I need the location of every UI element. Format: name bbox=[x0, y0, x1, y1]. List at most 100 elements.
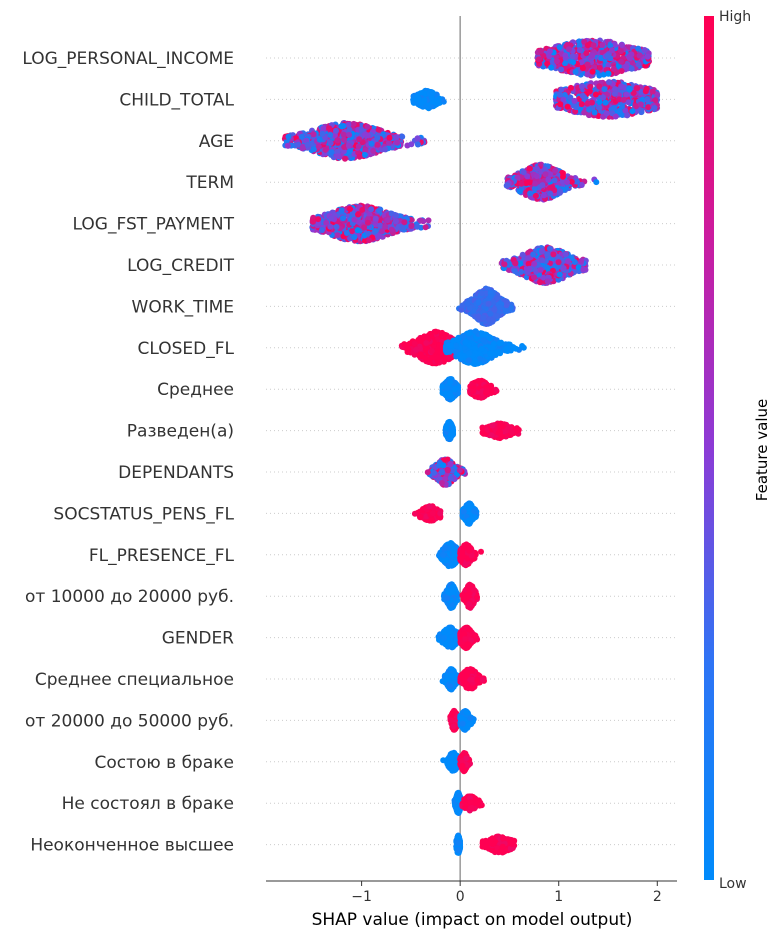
shap-point bbox=[343, 230, 350, 236]
shap-point bbox=[538, 48, 544, 55]
shap-point bbox=[578, 101, 585, 108]
shap-point bbox=[617, 48, 624, 55]
shap-point bbox=[569, 53, 576, 60]
shap-point bbox=[379, 228, 386, 235]
shap-point bbox=[644, 97, 651, 103]
shap-point bbox=[578, 258, 585, 264]
shap-point bbox=[479, 290, 485, 297]
shap-point bbox=[544, 251, 551, 258]
shap-point bbox=[562, 52, 569, 59]
shap-point bbox=[579, 65, 586, 72]
shap-point bbox=[368, 140, 375, 147]
shap-point bbox=[542, 171, 549, 178]
shap-point bbox=[356, 153, 363, 160]
shap-point bbox=[519, 251, 526, 258]
shap-point bbox=[346, 131, 353, 138]
shap-point bbox=[589, 68, 596, 75]
shap-point bbox=[422, 224, 429, 231]
shap-point bbox=[651, 105, 658, 111]
shap-point bbox=[310, 218, 316, 225]
shap-point bbox=[408, 141, 415, 148]
shap-point bbox=[351, 216, 358, 223]
shap-point bbox=[558, 86, 565, 93]
shap-point bbox=[374, 141, 381, 148]
shap-point bbox=[392, 218, 399, 225]
shap-point bbox=[564, 103, 571, 110]
shap-point bbox=[596, 104, 603, 111]
shap-point bbox=[338, 207, 345, 214]
shap-point bbox=[358, 126, 365, 133]
shap-point bbox=[475, 313, 482, 320]
shap-point bbox=[605, 62, 612, 69]
shap-point bbox=[386, 134, 393, 141]
shap-point bbox=[361, 151, 368, 158]
shap-point bbox=[564, 179, 570, 186]
shap-point bbox=[328, 215, 335, 222]
shap-point bbox=[340, 131, 347, 138]
shap-point bbox=[596, 72, 603, 79]
shap-point bbox=[644, 53, 651, 60]
shap-point bbox=[546, 48, 553, 55]
shap-point bbox=[620, 96, 627, 103]
shap-point bbox=[586, 88, 593, 95]
shap-point bbox=[584, 100, 591, 107]
shap-point bbox=[576, 42, 583, 49]
shap-point bbox=[327, 223, 334, 230]
shap-point bbox=[364, 219, 371, 226]
shap-point bbox=[285, 133, 292, 140]
shap-point bbox=[381, 146, 388, 153]
shap-point bbox=[491, 306, 498, 313]
shap-point bbox=[520, 169, 527, 176]
shap-point bbox=[579, 83, 585, 90]
shap-point bbox=[364, 132, 371, 139]
shap-point bbox=[494, 313, 501, 319]
shap-point bbox=[394, 139, 401, 146]
shap-point bbox=[616, 107, 623, 114]
shap-point bbox=[345, 142, 352, 149]
shap-point bbox=[393, 134, 400, 140]
shap-point bbox=[315, 143, 322, 150]
shap-point bbox=[304, 141, 311, 148]
shap-point bbox=[562, 251, 569, 258]
shap-point bbox=[516, 188, 523, 195]
shap-point bbox=[333, 223, 340, 230]
shap-point bbox=[555, 259, 562, 266]
shap-point bbox=[579, 92, 586, 99]
shap-point bbox=[592, 91, 599, 98]
shap-point bbox=[602, 99, 609, 106]
shap-point bbox=[590, 42, 597, 49]
shap-point bbox=[604, 53, 611, 59]
shap-point bbox=[372, 215, 379, 222]
shap-point bbox=[596, 64, 603, 71]
shap-point bbox=[351, 234, 358, 241]
shap-point bbox=[557, 101, 564, 108]
shap-point bbox=[606, 79, 612, 86]
shap-point bbox=[376, 207, 383, 214]
shap-point bbox=[626, 86, 633, 93]
shap-point bbox=[425, 217, 432, 224]
shap-point bbox=[612, 86, 618, 92]
shap-point bbox=[539, 182, 546, 189]
shap-point bbox=[414, 141, 421, 148]
shap-point bbox=[310, 131, 317, 138]
shap-point bbox=[320, 125, 327, 132]
shap-point bbox=[539, 257, 546, 264]
shap-point bbox=[327, 140, 334, 146]
shap-point bbox=[537, 279, 543, 286]
shap-point bbox=[556, 271, 563, 278]
shap-point bbox=[315, 216, 322, 223]
shap-point bbox=[485, 300, 492, 307]
shap-point bbox=[350, 120, 357, 127]
shap-point bbox=[611, 41, 618, 48]
shap-point bbox=[591, 109, 598, 116]
shap-point bbox=[530, 251, 537, 258]
shap-point bbox=[333, 127, 339, 134]
shap-point bbox=[401, 219, 408, 226]
shap-point bbox=[583, 50, 590, 57]
shap-point bbox=[388, 226, 395, 233]
shap-point bbox=[511, 268, 518, 274]
shap-point bbox=[413, 223, 420, 230]
shap-point bbox=[487, 293, 494, 299]
shap-point bbox=[547, 190, 554, 197]
shap-point bbox=[603, 110, 610, 117]
